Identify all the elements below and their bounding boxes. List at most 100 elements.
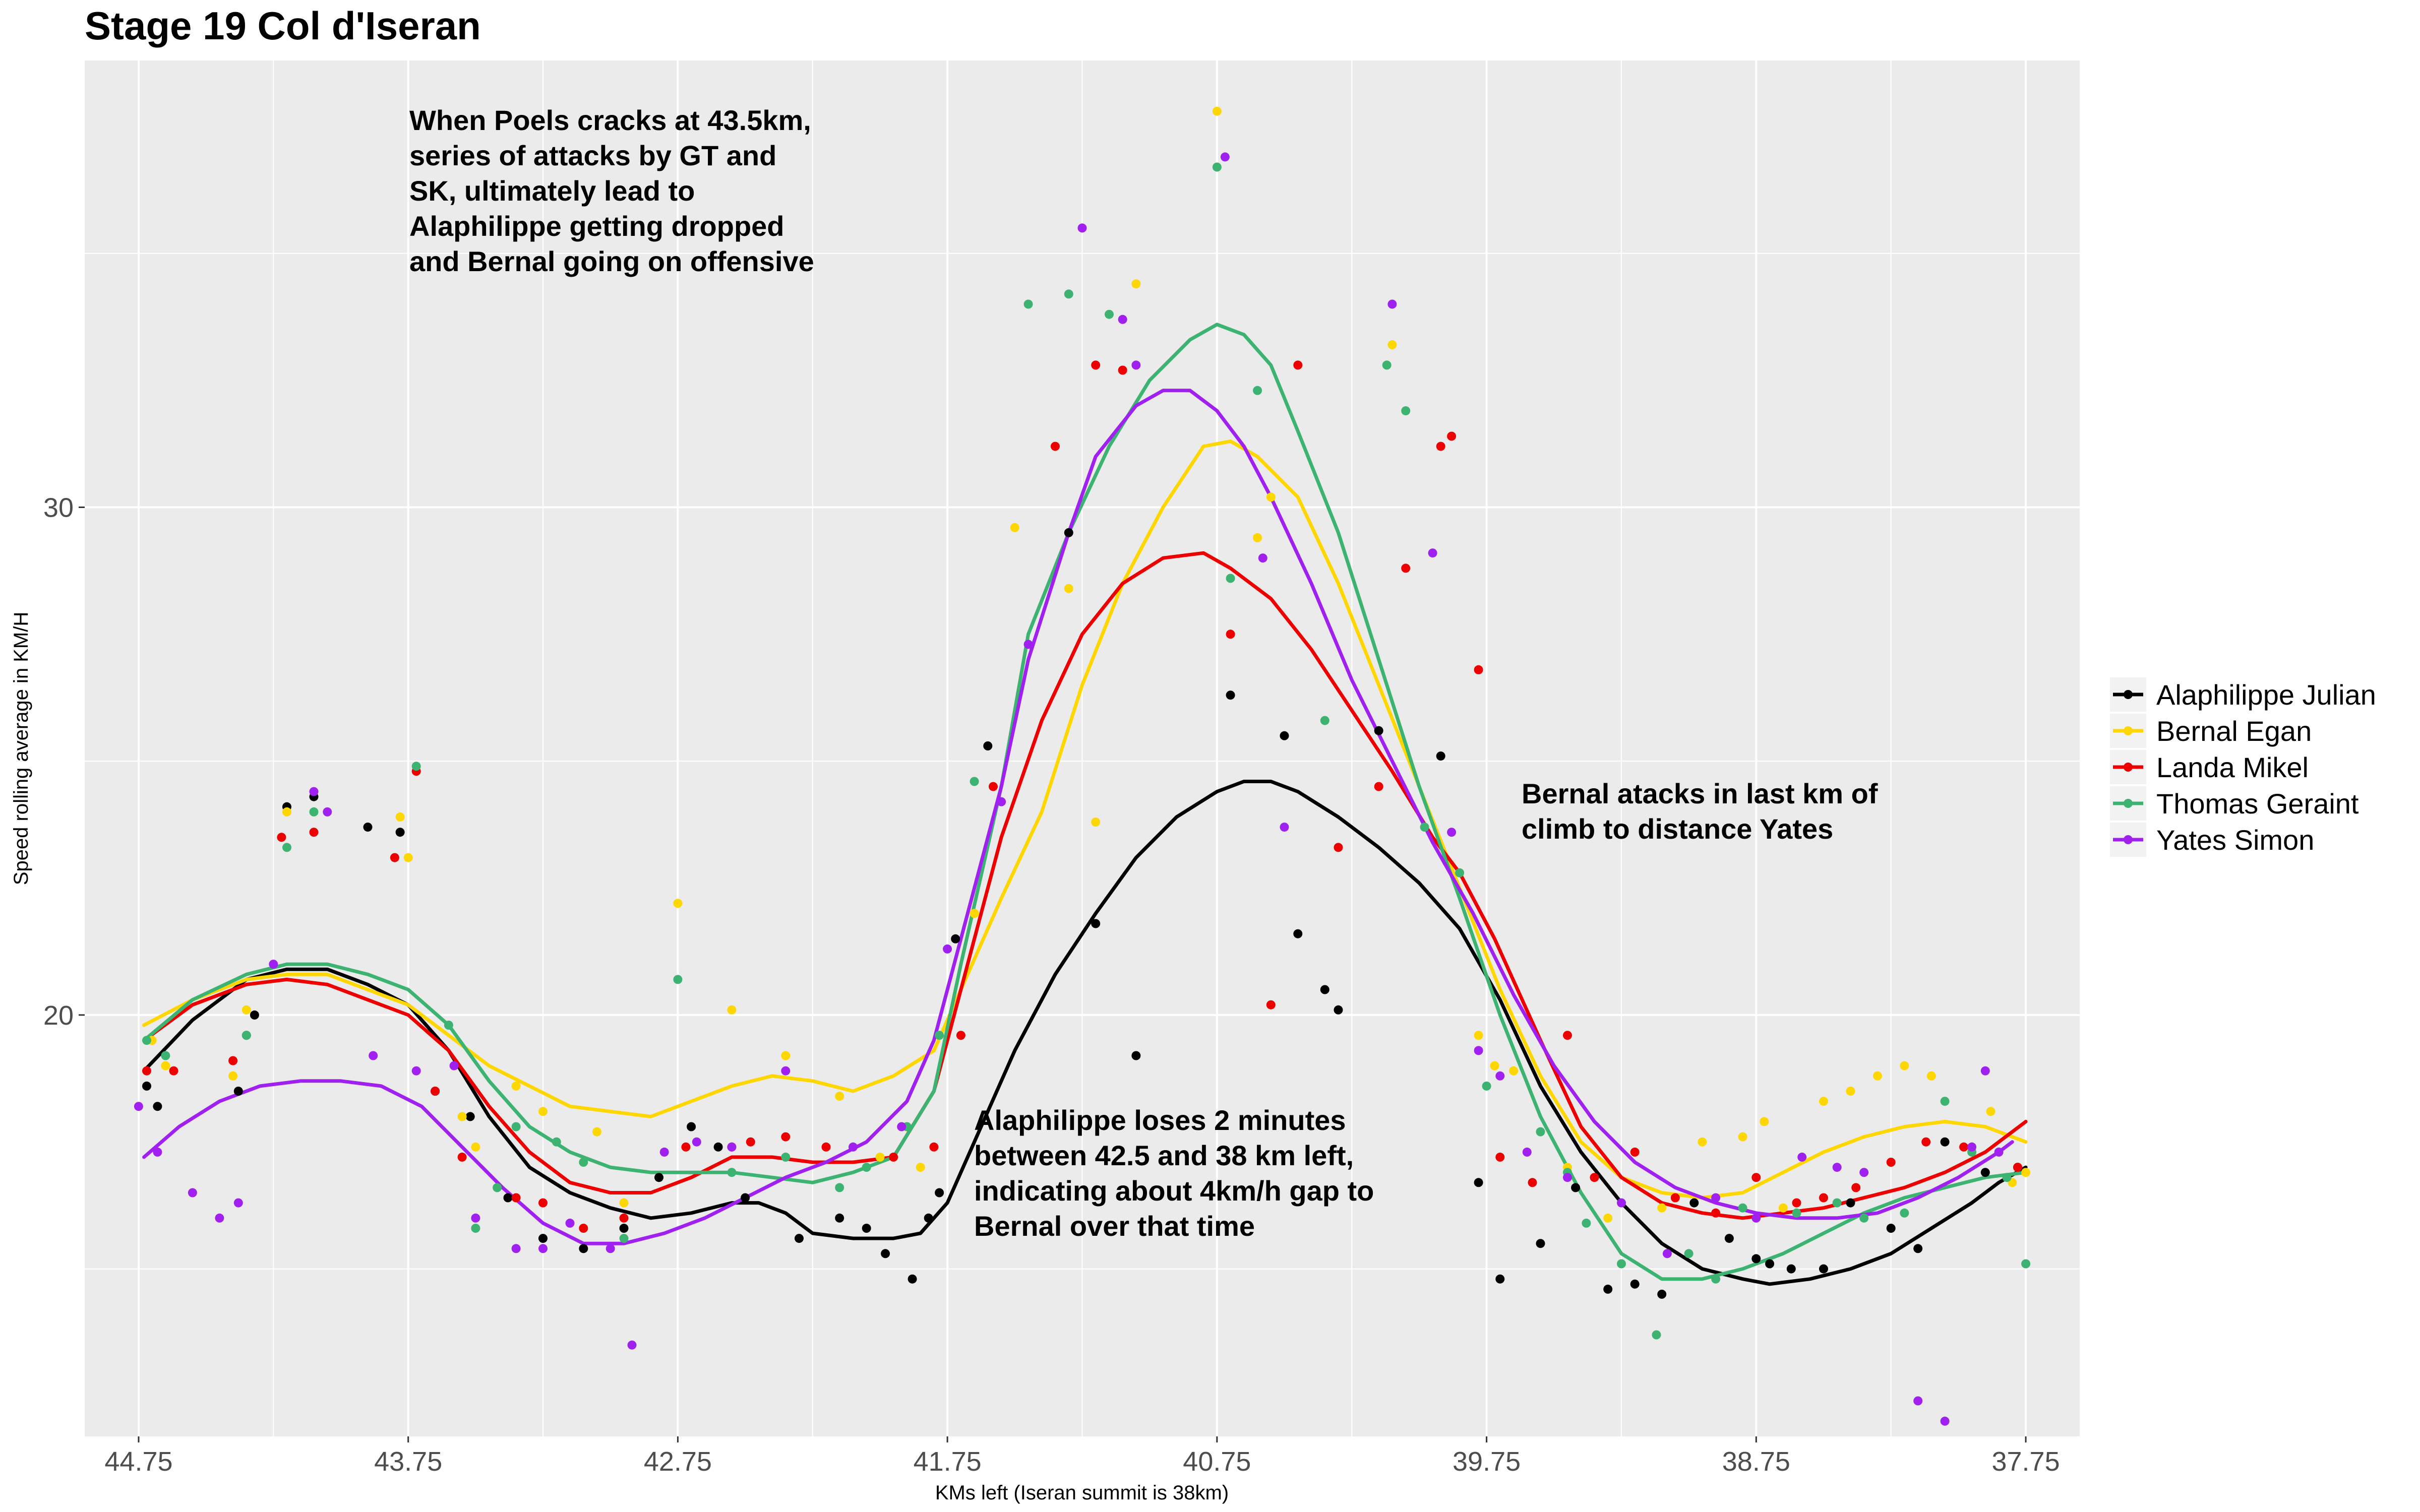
data-point	[1131, 279, 1141, 289]
data-point	[929, 1142, 939, 1152]
data-point	[795, 1234, 804, 1243]
data-point	[1131, 360, 1141, 370]
data-point	[1105, 309, 1114, 319]
data-point	[1010, 523, 1019, 532]
x-tick-label: 37.75	[1991, 1446, 2060, 1477]
data-point	[142, 1036, 151, 1045]
annotation-line: SK, ultimately lead to	[409, 175, 695, 207]
data-point	[983, 741, 993, 750]
data-point	[1382, 360, 1392, 370]
data-point	[465, 1112, 475, 1121]
data-point	[579, 1158, 588, 1167]
data-point	[1670, 1193, 1680, 1203]
data-point	[579, 1244, 588, 1253]
data-point	[606, 1244, 615, 1253]
legend-key-point	[2124, 763, 2133, 772]
data-point	[1266, 1000, 1276, 1010]
data-point	[241, 1005, 251, 1015]
data-point	[1253, 386, 1262, 395]
data-point	[1401, 563, 1411, 573]
smooth-line	[142, 780, 2028, 1286]
data-point	[692, 1137, 701, 1147]
x-tick-label: 39.75	[1453, 1446, 1521, 1477]
data-point	[1387, 299, 1397, 309]
data-point	[1657, 1203, 1667, 1213]
data-point	[309, 828, 319, 837]
data-point	[881, 1249, 890, 1258]
data-point	[1420, 823, 1429, 832]
data-point	[781, 1051, 791, 1060]
data-point	[1474, 665, 1483, 674]
data-point	[1118, 365, 1127, 375]
data-point	[403, 853, 413, 862]
data-point	[1490, 1061, 1499, 1070]
data-point	[1921, 1137, 1931, 1147]
data-point	[835, 1213, 844, 1223]
data-point	[908, 1274, 917, 1284]
annotation-text: When Poels cracks at 43.5km, series of at…	[409, 104, 814, 277]
data-point	[1913, 1396, 1923, 1406]
data-point	[241, 1031, 251, 1040]
data-point	[1064, 584, 1073, 593]
data-point	[1064, 289, 1073, 299]
data-point	[619, 1198, 629, 1208]
annotation-line: Bernal atacks in last km of	[1522, 778, 1878, 809]
data-point	[161, 1051, 170, 1060]
data-point	[1436, 751, 1445, 761]
annotations: When Poels cracks at 43.5km, series of at…	[409, 104, 1878, 1242]
y-tick-label: 30	[43, 492, 74, 523]
data-point	[1617, 1259, 1626, 1269]
data-point	[924, 1213, 933, 1223]
data-point	[1293, 360, 1303, 370]
data-point	[1711, 1274, 1721, 1284]
data-point	[997, 797, 1006, 806]
data-point	[228, 1071, 238, 1081]
data-point	[687, 1122, 696, 1131]
smooth-line	[142, 323, 2028, 1281]
data-point	[1603, 1284, 1613, 1294]
data-point	[1859, 1213, 1869, 1223]
data-point	[1131, 1051, 1141, 1060]
data-point	[1226, 574, 1235, 583]
data-point	[228, 1056, 238, 1065]
data-point	[369, 1051, 378, 1060]
data-point	[1495, 1152, 1505, 1162]
data-point	[161, 1061, 170, 1070]
data-point	[897, 1122, 906, 1131]
data-point	[1051, 442, 1060, 451]
data-point	[2021, 1259, 2031, 1269]
data-point	[538, 1234, 548, 1243]
legend-key-point	[2124, 690, 2133, 699]
data-point	[411, 762, 421, 771]
data-point	[1280, 731, 1289, 740]
data-point	[395, 812, 405, 822]
data-point	[1684, 1249, 1693, 1258]
data-point	[781, 1066, 791, 1076]
data-point	[956, 1031, 965, 1040]
data-point	[1900, 1208, 1909, 1218]
data-point	[1765, 1259, 1775, 1269]
data-point	[153, 1147, 162, 1157]
data-point	[1778, 1203, 1788, 1213]
data-point	[395, 828, 405, 837]
data-point	[363, 823, 373, 832]
data-point	[1711, 1208, 1721, 1218]
x-tick-label: 42.75	[644, 1446, 712, 1477]
data-point	[1522, 1147, 1532, 1157]
data-point	[411, 1066, 421, 1076]
data-point	[1077, 223, 1087, 233]
data-point	[592, 1127, 601, 1137]
data-point	[1846, 1198, 1855, 1208]
data-point	[1334, 1005, 1343, 1015]
data-point	[444, 1021, 453, 1030]
data-point	[659, 1147, 669, 1157]
data-point	[565, 1218, 575, 1228]
x-tick-label: 41.75	[914, 1446, 982, 1477]
data-point	[970, 909, 979, 918]
data-point	[1226, 629, 1235, 639]
data-point	[619, 1224, 629, 1233]
data-point	[1374, 726, 1383, 735]
data-point	[1980, 1168, 1990, 1177]
legend-label: Landa Mikel	[2156, 751, 2309, 783]
